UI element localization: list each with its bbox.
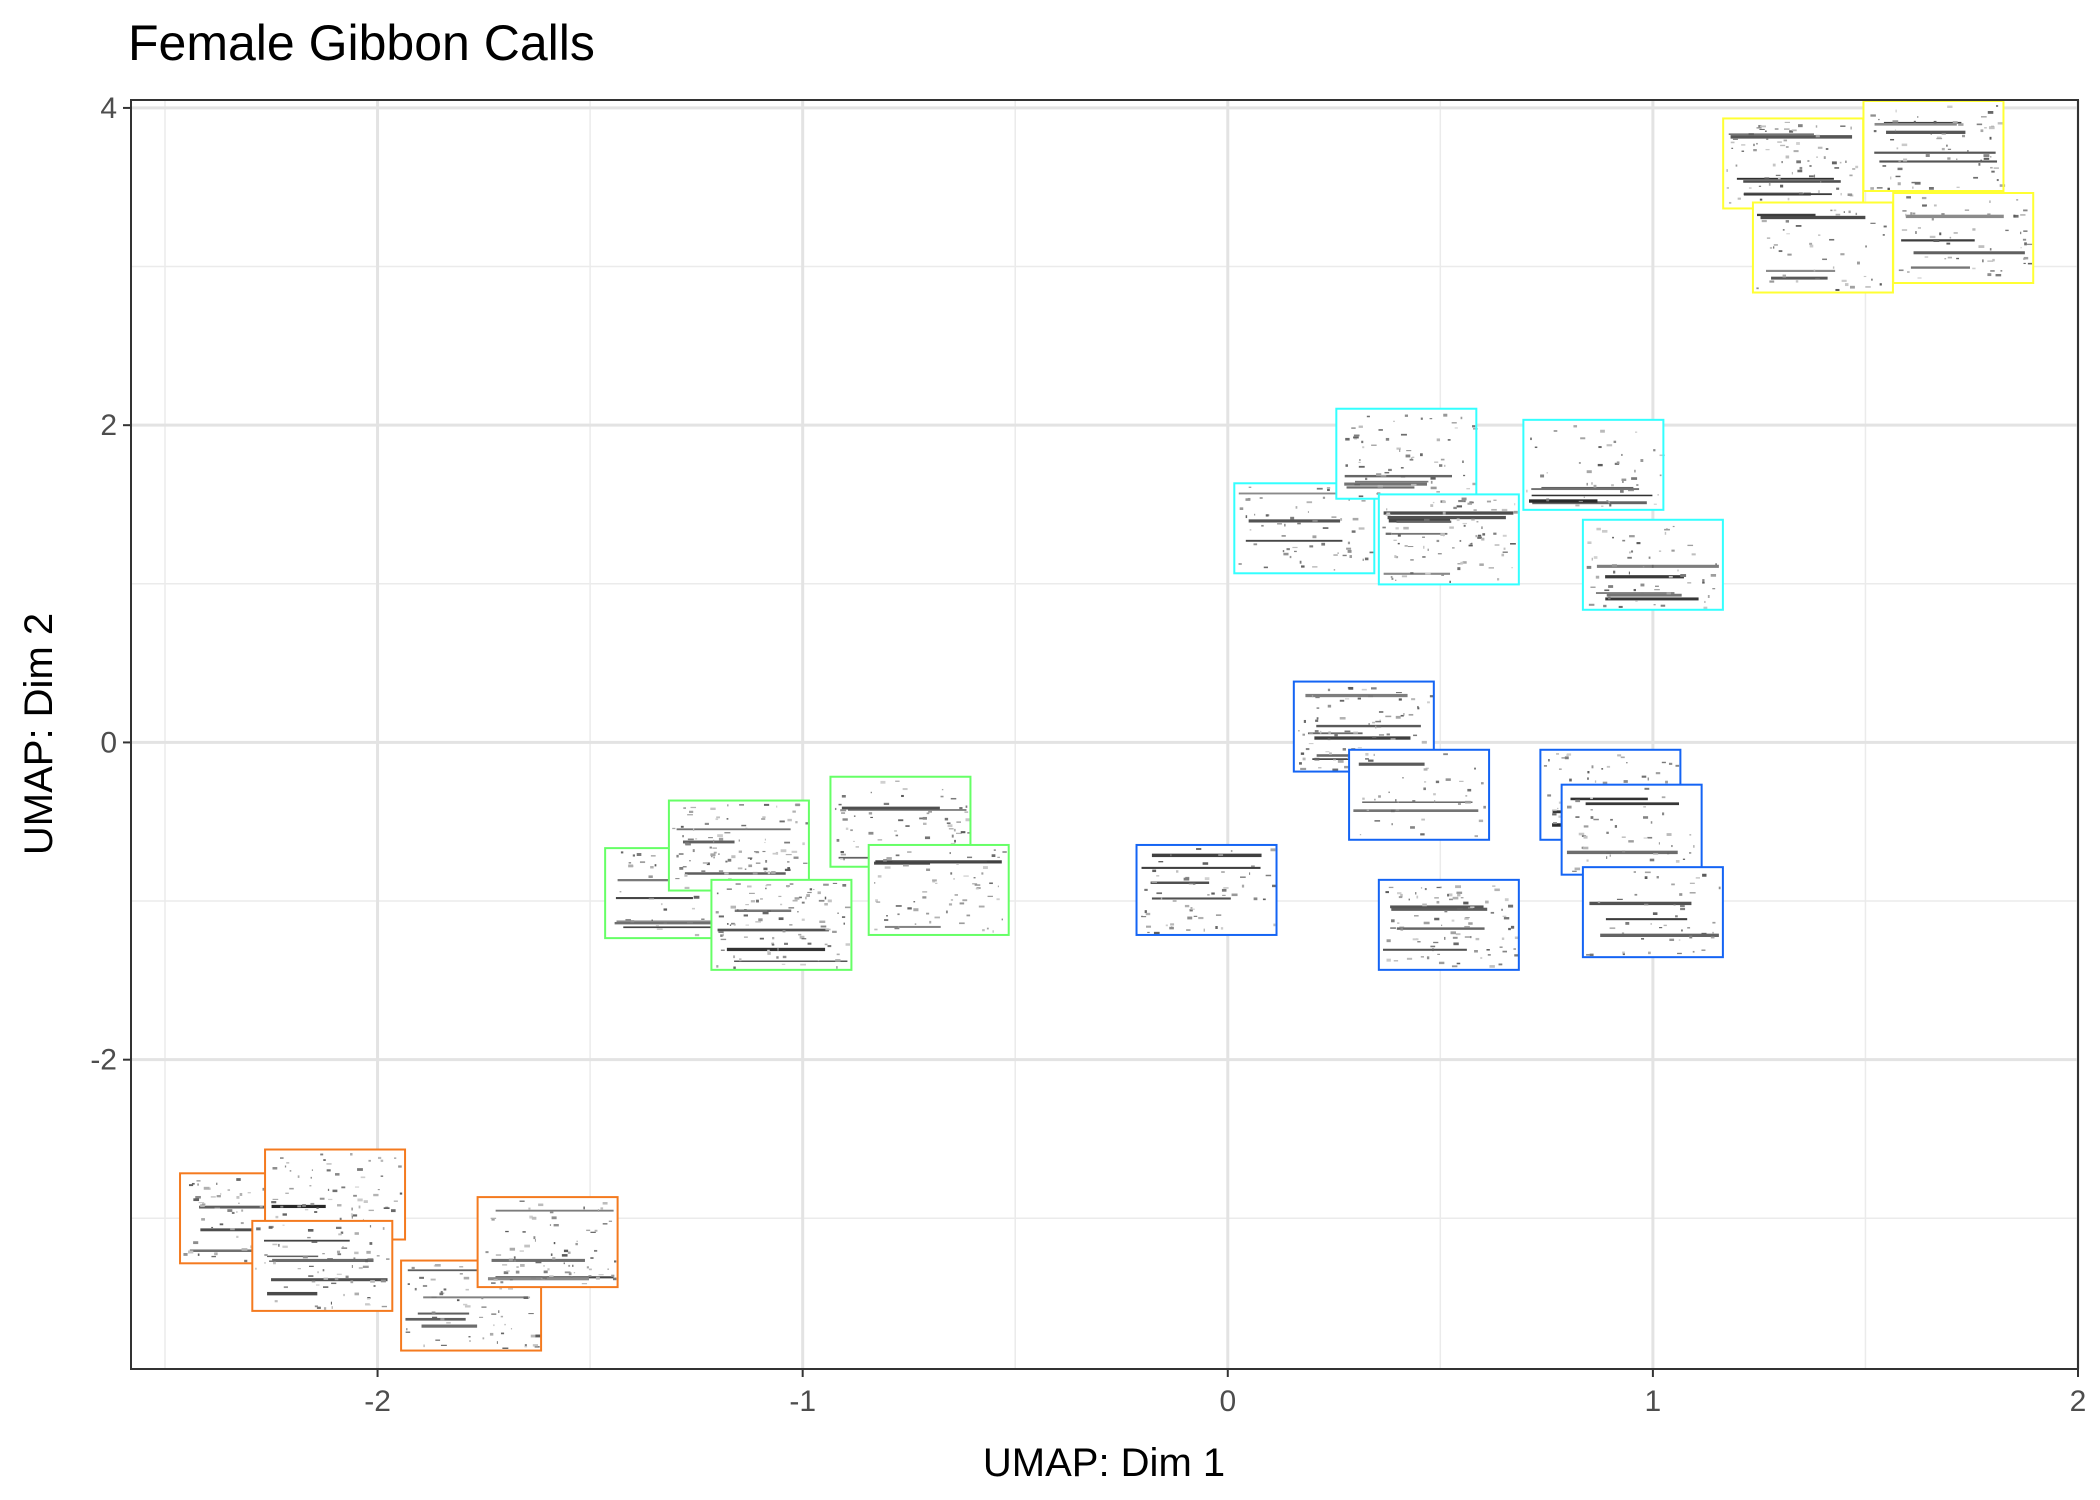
y-tick-label: 0 [100, 726, 117, 759]
major-gridlines [131, 100, 2080, 1369]
y-tick-label: 2 [100, 409, 117, 442]
spectrogram-thumbnail [867, 843, 1010, 936]
y-tick-label: 4 [100, 92, 117, 125]
y-axis-title: UMAP: Dim 2 [17, 613, 61, 855]
x-tick-label: 1 [1645, 1385, 1662, 1418]
spectrogram-thumbnail [1722, 117, 1865, 210]
spectrogram-thumbnail [1522, 418, 1665, 511]
spectrogram-thumbnail [1335, 407, 1478, 500]
x-tick-label: 2 [2070, 1385, 2087, 1418]
spectrogram-thumbnail [667, 799, 810, 892]
x-tick-label: 0 [1219, 1385, 1236, 1418]
x-axis: -2 -1 0 1 2 [364, 1369, 2086, 1418]
x-tick-label: -2 [364, 1385, 391, 1418]
spectrogram-thumbnail [1135, 843, 1278, 936]
spectrogram-thumbnail [1348, 748, 1491, 841]
spectrogram-thumbnail [710, 878, 853, 971]
chart-title: Female Gibbon Calls [128, 15, 595, 71]
spectrogram-markers [179, 100, 2035, 1352]
y-axis: -2 0 2 4 [90, 92, 131, 1077]
spectrogram-thumbnail [476, 1196, 619, 1289]
x-tick-label: -1 [789, 1385, 816, 1418]
spectrogram-thumbnail [1581, 866, 1724, 959]
x-axis-title: UMAP: Dim 1 [983, 1441, 1225, 1485]
spectrogram-thumbnail [1751, 201, 1894, 294]
spectrogram-thumbnail [1377, 878, 1520, 971]
spectrogram-thumbnail [251, 1219, 394, 1312]
spectrogram-thumbnail [1560, 783, 1703, 876]
y-tick-label: -2 [90, 1044, 117, 1077]
plot-panel [131, 100, 2078, 1369]
spectrogram-thumbnail [1377, 493, 1520, 586]
plot-panel-border [130, 99, 2079, 1370]
spectrogram-thumbnail [1581, 518, 1724, 611]
spectrogram-thumbnail [1892, 192, 2035, 285]
spectrogram-thumbnail [1862, 100, 2006, 193]
spectrogram-thumbnail [1233, 482, 1376, 575]
